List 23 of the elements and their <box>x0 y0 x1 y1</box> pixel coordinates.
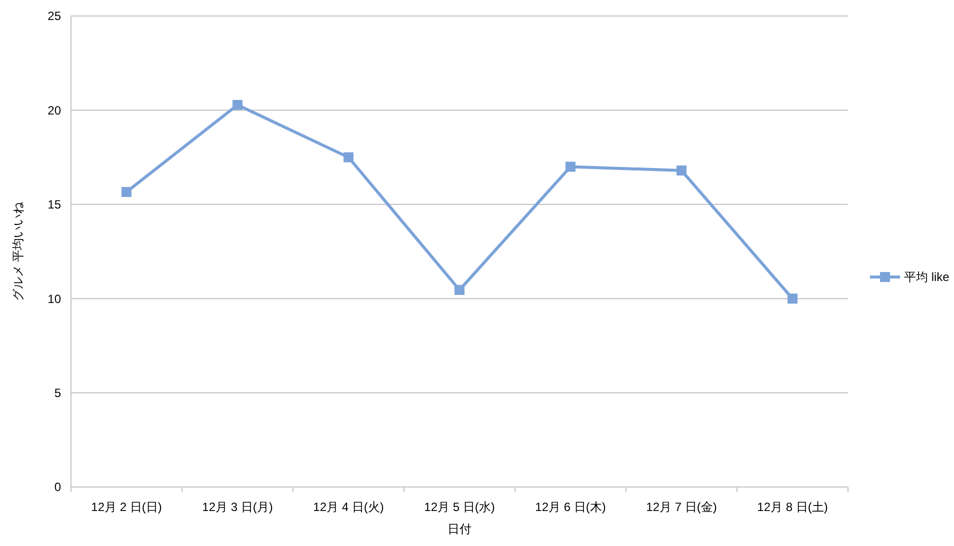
y-tick-label: 10 <box>48 292 62 306</box>
y-tick-label: 25 <box>48 9 62 24</box>
point <box>122 186 132 197</box>
point <box>344 152 354 162</box>
y-tick-label: 15 <box>48 198 62 212</box>
x-tick-label: 12月 5 日(水) <box>424 500 495 514</box>
point <box>788 294 798 304</box>
y-tick-label: 20 <box>48 103 62 118</box>
point <box>676 165 686 176</box>
x-tick-label: 12月 4 日(火) <box>313 500 384 514</box>
x-tick-label: 12月 6 日(木) <box>535 500 606 514</box>
point <box>454 284 464 295</box>
point <box>232 100 242 110</box>
x-tick-label: 12月 3 日(月) <box>202 500 273 514</box>
x-tick-label: 12月 2 日(日) <box>91 500 162 514</box>
point <box>566 162 576 172</box>
x-tick-label: 12月 7 日(金) <box>646 500 717 514</box>
y-tick-label: 5 <box>54 386 62 400</box>
x-axis-title: 日付 <box>448 522 472 536</box>
y-tick-label: 0 <box>54 480 62 494</box>
x-tick-label: 12月 8 日(土) <box>757 500 828 514</box>
y-axis-title: グルメ 平均いいね <box>11 200 25 302</box>
legend-label: 平均 like <box>904 270 950 284</box>
